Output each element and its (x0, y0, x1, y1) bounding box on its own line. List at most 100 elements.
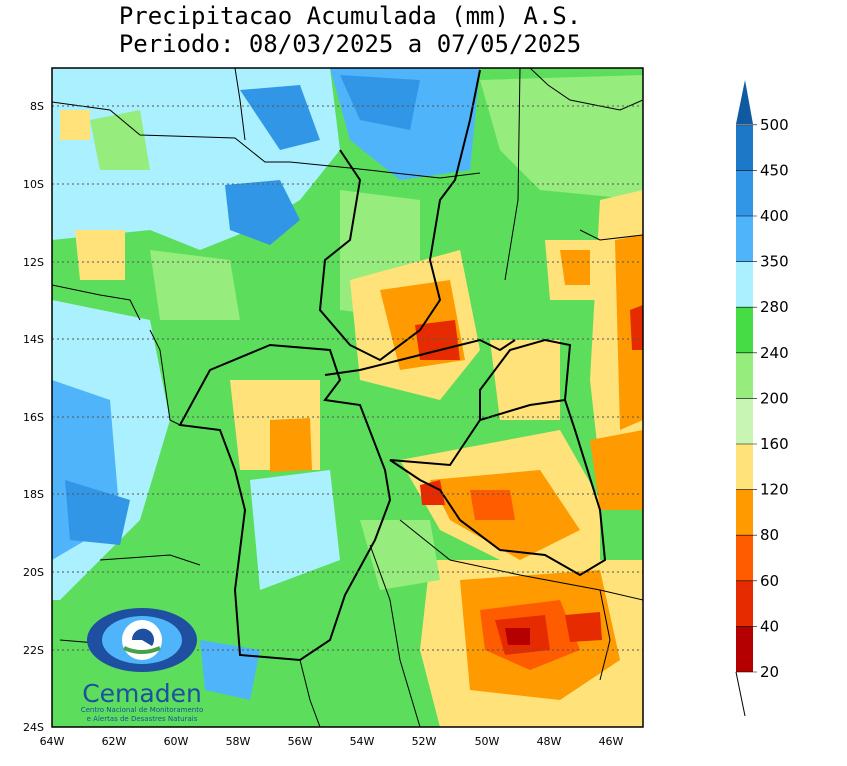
precip-zone (75, 230, 125, 280)
border-line (579, 229, 643, 241)
cemaden-logo: Cemaden Centro Nacional de Monitoramento… (81, 608, 204, 723)
border-line (52, 101, 481, 179)
legend-swatch (736, 398, 753, 444)
legend-swatch (736, 216, 753, 262)
latitude-label: 16S (23, 411, 44, 424)
region-outline (324, 338, 516, 376)
latitude-label: 10S (23, 178, 44, 191)
latitude-label: 24S (23, 721, 44, 734)
gridlines (52, 105, 643, 651)
precip-zone (415, 320, 460, 360)
eye-logo-c (131, 628, 154, 646)
legend-label: 350 (760, 253, 789, 271)
longitude-label: 52W (412, 735, 437, 748)
precip-zone (65, 480, 130, 545)
precip-zone (270, 418, 312, 472)
longitude-labels: 64W 62W 60W 58W 56W 54W 52W 50W 48W 46W (40, 735, 624, 748)
border-line (299, 659, 321, 727)
legend-label: 40 (760, 617, 779, 635)
latitude-labels: 8S 10S 12S 14S 16S 18S 20S 22S 24S (23, 100, 44, 734)
region-outline (318, 69, 481, 362)
border-line (234, 68, 246, 141)
legend-label: 160 (760, 435, 789, 453)
logo-name: Cemaden (82, 679, 202, 708)
legend-label: 280 (760, 298, 789, 316)
region-outline (178, 343, 392, 662)
latitude-label: 20S (23, 566, 44, 579)
longitude-label: 56W (288, 735, 313, 748)
longitude-label: 48W (537, 735, 562, 748)
border-line (369, 544, 421, 727)
longitude-label: 50W (475, 735, 500, 748)
legend-swatch (736, 444, 753, 490)
precip-zone (470, 490, 515, 520)
precip-zone (505, 628, 530, 645)
border-line (52, 284, 141, 321)
region-outline (389, 338, 607, 577)
precip-zone (90, 110, 150, 170)
legend-swatch (736, 352, 753, 399)
precipitation-field (52, 68, 643, 727)
legend-swatch (736, 307, 753, 353)
legend-arrow-top (736, 80, 753, 124)
latitude-label: 22S (23, 644, 44, 657)
legend-label: 400 (760, 207, 789, 225)
latitude-label: 12S (23, 256, 44, 269)
legend-swatch (736, 535, 753, 581)
precip-zone (590, 430, 643, 510)
legend-label: 80 (760, 526, 779, 544)
title-line-1: Precipitacao Acumulada (mm) A.S. (118, 2, 582, 30)
latitude-label: 18S (23, 488, 44, 501)
longitude-label: 58W (226, 735, 251, 748)
logo-subtitle-2: e Alertas de Desastres Naturais (87, 715, 198, 723)
legend-arrow-bottom (735, 671, 746, 717)
legend-swatch (736, 580, 753, 627)
precip-zone (240, 85, 320, 150)
border-line (529, 68, 643, 111)
legend-label: 450 (760, 161, 789, 179)
latitude-label: 8S (30, 100, 44, 113)
chart-title: Precipitacao Acumulada (mm) A.S. Periodo… (0, 2, 700, 58)
longitude-label: 62W (102, 735, 127, 748)
legend-label: 240 (760, 344, 789, 362)
longitude-label: 46W (599, 735, 624, 748)
legend-swatch (736, 261, 753, 308)
precip-zone (340, 75, 420, 130)
legend-swatch (736, 626, 753, 672)
logo-subtitle-1: Centro Nacional de Monitoramento (81, 706, 204, 714)
precip-zone (150, 250, 240, 320)
region-outline (479, 399, 566, 421)
border-line (99, 554, 201, 566)
longitude-label: 54W (350, 735, 375, 748)
precip-zone (60, 110, 90, 140)
precip-zone (250, 470, 340, 590)
legend-swatch (736, 124, 753, 171)
border-line (149, 329, 181, 426)
border-line (504, 68, 521, 281)
legend-label: 120 (760, 481, 789, 499)
precip-zone (225, 180, 300, 245)
legend-label: 200 (760, 389, 789, 407)
eye-logo-wave (123, 646, 161, 654)
longitude-label: 64W (40, 735, 65, 748)
boundaries (52, 68, 643, 727)
precip-zone (565, 612, 602, 642)
border-line (399, 519, 643, 601)
region-outlines (178, 69, 607, 662)
longitude-label: 60W (164, 735, 189, 748)
map-frame (51, 67, 644, 728)
legend-swatch (736, 489, 753, 536)
border-line (599, 589, 611, 681)
legend-label: 20 (760, 663, 779, 681)
title-line-2: Periodo: 08/03/2025 a 07/05/2025 (118, 30, 582, 58)
latitude-label: 14S (23, 333, 44, 346)
precip-zone (615, 235, 643, 430)
precip-zone (560, 250, 590, 285)
legend-label: 500 (760, 116, 789, 134)
precip-zone (490, 340, 560, 420)
legend-label: 60 (760, 572, 779, 590)
precip-zone (420, 480, 445, 505)
legend-swatch (736, 170, 753, 216)
